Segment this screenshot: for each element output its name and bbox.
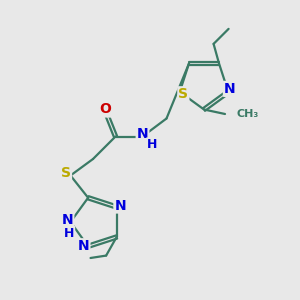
Text: S: S bbox=[61, 166, 71, 180]
Text: H: H bbox=[64, 227, 74, 240]
Text: H: H bbox=[147, 138, 157, 152]
Text: N: N bbox=[224, 82, 236, 96]
Text: N: N bbox=[137, 127, 148, 141]
Text: O: O bbox=[99, 103, 111, 116]
Text: N: N bbox=[62, 213, 73, 226]
Text: CH₃: CH₃ bbox=[236, 109, 259, 119]
Text: N: N bbox=[114, 199, 126, 212]
Text: N: N bbox=[78, 239, 89, 253]
Text: S: S bbox=[178, 87, 188, 101]
